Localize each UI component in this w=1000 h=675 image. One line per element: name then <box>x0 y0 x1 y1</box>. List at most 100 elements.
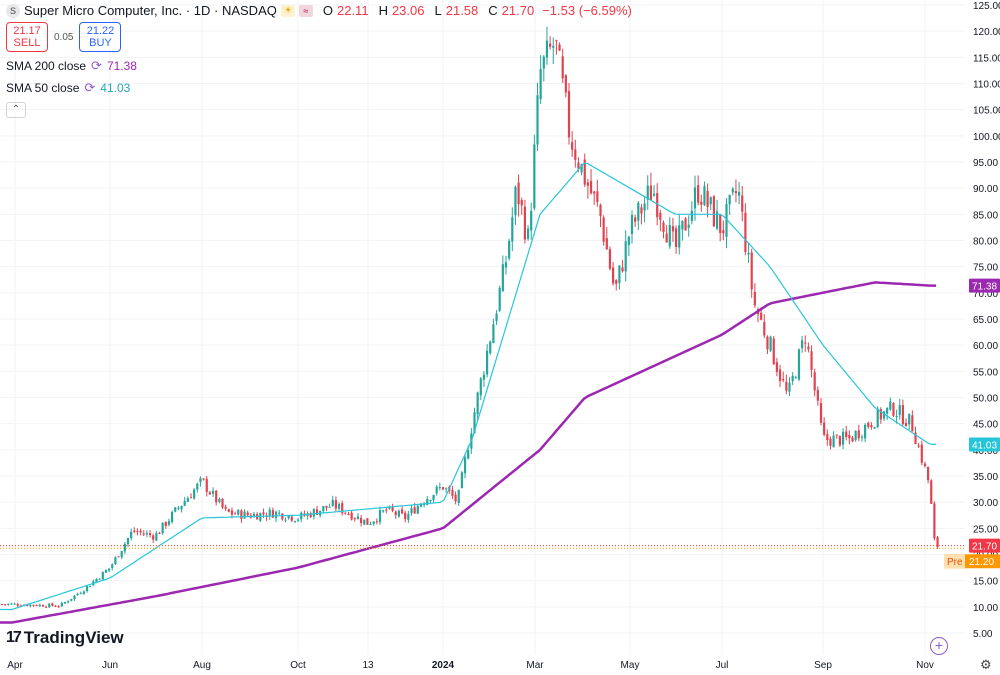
add-indicator-button[interactable]: + <box>930 637 948 655</box>
candle-body <box>514 186 517 216</box>
candle-body <box>457 489 460 503</box>
candle-body <box>142 533 145 535</box>
tradingview-mark-icon: 17 <box>6 629 22 646</box>
candle-body <box>252 513 256 518</box>
refresh-icon[interactable]: ⟳ <box>91 58 102 73</box>
symbol-title[interactable]: Super Micro Computer, Inc. · 1D · NASDAQ <box>24 3 277 18</box>
ohlc-low-value: 21.58 <box>445 3 479 18</box>
ohlc-change: −1.53 (−6.59%) <box>542 3 632 18</box>
candle-body <box>854 430 857 440</box>
candle-body <box>224 506 227 509</box>
candle-body <box>504 262 508 268</box>
settings-gear-icon[interactable]: ⚙ <box>980 657 992 672</box>
candle-body <box>621 267 624 272</box>
buy-button[interactable]: 21.22 BUY <box>79 22 122 52</box>
candle-body <box>775 362 778 373</box>
candle-body <box>797 349 801 380</box>
candle-body <box>158 533 161 535</box>
chart-legend: S Super Micro Computer, Inc. · 1D · NASD… <box>6 3 632 118</box>
candle-body <box>523 206 526 240</box>
candle-body <box>240 510 243 519</box>
candle-body <box>145 532 148 535</box>
candle-body <box>4 604 7 606</box>
candle-body <box>725 203 728 238</box>
candle-body <box>511 217 514 242</box>
indicator-sma50[interactable]: SMA 50 close ⟳ 41.03 <box>6 80 632 96</box>
ohlc-close-label: C <box>488 3 498 18</box>
candle-body <box>495 313 498 321</box>
candle-body <box>668 225 671 247</box>
candle-body <box>882 411 886 419</box>
collapse-legend-button[interactable]: ⌃ <box>6 102 26 118</box>
candle-body <box>274 511 278 519</box>
candle-body <box>356 516 360 520</box>
candle-body <box>637 202 640 221</box>
candle-body <box>67 601 70 603</box>
candle-body <box>79 593 82 595</box>
candle-body <box>278 512 281 514</box>
y-tick-label: 110.00 <box>973 80 1000 91</box>
y-tick-label: 120.00 <box>973 27 1000 38</box>
candle-body <box>911 415 914 432</box>
candle-body <box>927 466 930 481</box>
y-tick-label: 45.00 <box>973 420 998 431</box>
candle-body <box>549 43 552 47</box>
candle-body <box>816 389 819 401</box>
candle-body <box>520 200 523 206</box>
candle-body <box>917 445 920 447</box>
candle-body <box>322 506 325 512</box>
candlestick-series <box>0 26 939 609</box>
wave-icon[interactable]: ≈ <box>298 4 313 17</box>
candle-body <box>435 486 438 494</box>
market-open-icon[interactable]: ☀ <box>280 4 295 17</box>
candle-body <box>284 519 287 521</box>
candle-body <box>835 434 838 436</box>
price-tag-pre-label: Pre <box>947 557 963 568</box>
candle-body <box>583 159 586 185</box>
y-tick-label: 65.00 <box>973 315 998 326</box>
candle-body <box>174 507 177 512</box>
sell-button[interactable]: 21.17 SELL <box>6 22 48 52</box>
refresh-icon[interactable]: ⟳ <box>84 80 96 95</box>
candle-body <box>769 336 772 351</box>
candle-body <box>901 405 904 425</box>
y-tick-label: 30.00 <box>973 498 998 509</box>
x-tick-label: 2024 <box>432 660 455 671</box>
candle-body <box>57 606 60 608</box>
candle-body <box>498 287 501 311</box>
tradingview-logo[interactable]: 17 TradingView <box>6 628 124 648</box>
candle-body <box>898 405 901 415</box>
candle-body <box>205 478 208 492</box>
y-tick-label: 5.00 <box>973 629 993 640</box>
candle-body <box>45 606 48 608</box>
candle-body <box>215 490 218 503</box>
y-tick-label: 50.00 <box>973 394 998 405</box>
candle-body <box>180 505 183 510</box>
ohlc-high-value: 23.06 <box>391 3 425 18</box>
candle-body <box>586 182 589 186</box>
time-axis[interactable]: Apr Jun Aug Oct 13 2024 Mar May Jul Sep Nov <box>7 660 934 671</box>
candle-body <box>860 436 864 438</box>
price-tag-value-sma200: 71.38 <box>972 282 997 293</box>
indicator-sma200[interactable]: SMA 200 close ⟳ 71.38 <box>6 58 632 74</box>
candle-body <box>643 203 646 211</box>
tradingview-wordmark: TradingView <box>23 628 124 647</box>
candle-body <box>328 506 331 508</box>
candle-body <box>712 196 715 227</box>
y-tick-label: 55.00 <box>973 367 998 378</box>
candle-body <box>246 512 249 516</box>
candle-body <box>419 504 423 507</box>
candle-body <box>920 444 923 463</box>
candle-body <box>451 489 454 496</box>
candle-body <box>208 492 211 495</box>
candle-body <box>801 340 804 349</box>
candle-body <box>32 604 35 606</box>
candle-body <box>476 392 479 415</box>
candle-body <box>126 538 130 545</box>
candle-body <box>914 432 917 445</box>
candle-body <box>413 507 416 514</box>
candle-body <box>838 436 841 446</box>
candle-body <box>7 603 10 605</box>
candle-body <box>378 510 382 523</box>
